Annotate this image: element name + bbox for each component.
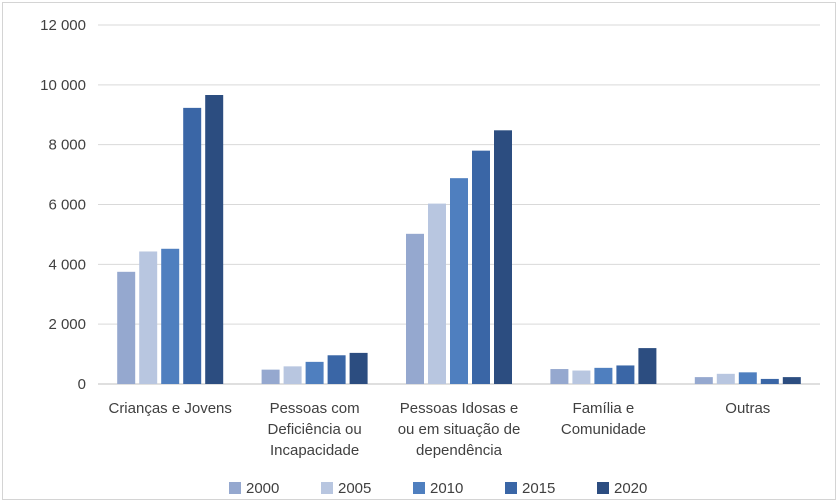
x-category-label-line: Pessoas com	[270, 400, 360, 417]
x-category-label-line: Incapacidade	[270, 442, 359, 459]
y-tick-label: 12 000	[40, 17, 86, 34]
bar-2010-cat2	[450, 178, 468, 384]
x-axis: Crianças e Jovens Pessoas com Deficiência …	[108, 400, 770, 459]
x-category-label: Outras	[725, 400, 770, 417]
legend-swatch	[597, 482, 609, 494]
bar-2015-cat3	[616, 365, 635, 384]
y-axis: 0 2 000 4 000 6 000 8 000 10 000 12 000	[40, 17, 86, 393]
bar-2000-cat0	[117, 271, 136, 384]
legend-swatch	[229, 482, 241, 494]
bar-2005-cat2	[428, 203, 446, 384]
x-category-label: Crianças e Jovens	[108, 400, 231, 417]
bar-2010-cat0	[161, 248, 180, 384]
legend-swatch	[413, 482, 425, 494]
bar-2000-cat4	[694, 377, 713, 384]
x-category-label: Pessoas Idosas e ou em situação de dependê…	[398, 400, 521, 459]
legend-label: 2020	[614, 480, 647, 497]
x-category-label-line: Crianças e Jovens	[108, 400, 231, 417]
legend-item-2020: 2020	[597, 480, 647, 497]
legend-swatch	[321, 482, 333, 494]
legend-item-2015: 2015	[505, 480, 555, 497]
x-category-label-line: Pessoas Idosas e	[400, 400, 518, 417]
bar-2010-cat4	[738, 372, 757, 384]
legend-item-2010: 2010	[413, 480, 463, 497]
y-tick-label: 0	[78, 376, 86, 393]
y-tick-label: 4 000	[48, 256, 86, 273]
bars	[117, 95, 801, 384]
legend-label: 2015	[522, 480, 555, 497]
bar-2015-cat0	[183, 107, 202, 384]
bar-2015-cat4	[760, 378, 779, 384]
x-category-label: Pessoas com Deficiência ou Incapacidade	[267, 400, 361, 459]
x-category-label-line: Outras	[725, 400, 770, 417]
bar-2015-cat1	[327, 355, 346, 384]
y-tick-label: 8 000	[48, 137, 86, 154]
bar-2000-cat3	[550, 369, 569, 384]
bar-2020-cat4	[782, 377, 801, 384]
bar-2015-cat2	[472, 150, 490, 384]
bar-2005-cat1	[283, 366, 302, 384]
bar-2005-cat4	[716, 373, 735, 384]
bar-2020-cat3	[638, 348, 657, 384]
legend-label: 2005	[338, 480, 371, 497]
bar-2005-cat3	[572, 370, 591, 384]
legend-item-2005: 2005	[321, 480, 371, 497]
bar-2020-cat0	[205, 95, 224, 384]
bar-2020-cat1	[349, 352, 368, 384]
y-tick-label: 6 000	[48, 197, 86, 214]
y-tick-label: 10 000	[40, 77, 86, 94]
legend-item-2000: 2000	[229, 480, 279, 497]
x-category-label-line: dependência	[416, 442, 503, 459]
x-category-label-line: Deficiência ou	[267, 421, 361, 438]
bar-2010-cat1	[305, 361, 324, 384]
x-category-label-line: Comunidade	[561, 421, 646, 438]
bar-2005-cat0	[139, 251, 158, 384]
x-category-label: Família e Comunidade	[561, 400, 646, 438]
x-category-label-line: ou em situação de	[398, 421, 521, 438]
legend-swatch	[505, 482, 517, 494]
bar-2010-cat3	[594, 367, 613, 384]
legend-label: 2010	[430, 480, 463, 497]
bar-2020-cat2	[494, 130, 512, 384]
legend-label: 2000	[246, 480, 279, 497]
bar-2000-cat2	[406, 233, 424, 384]
x-category-label-line: Família e	[573, 400, 635, 417]
y-tick-label: 2 000	[48, 316, 86, 333]
legend: 2000 2005 2010 2015 2020	[229, 480, 647, 497]
bar-2000-cat1	[261, 369, 280, 384]
